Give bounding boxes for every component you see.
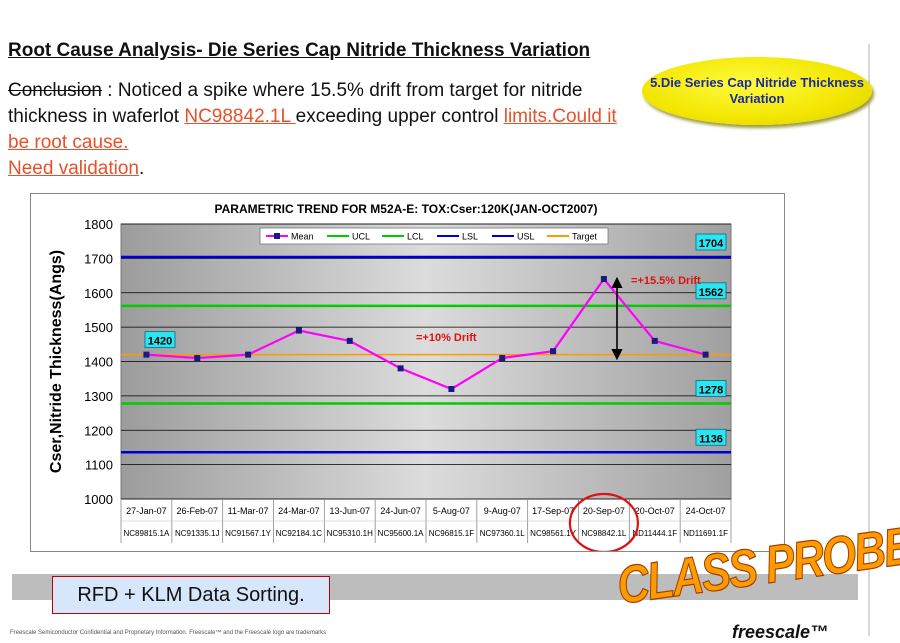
- y-tick-label: 1300: [84, 389, 113, 404]
- y-tick-label: 1600: [84, 286, 113, 301]
- x-lot-label: NC95600.1A: [378, 529, 424, 538]
- conclusion-text: Conclusion : Noticed a spike where 15.5%…: [8, 78, 628, 182]
- mean-point: [448, 386, 455, 392]
- mean-point: [245, 351, 252, 358]
- mean-point: [143, 351, 150, 358]
- x-category-label: 9-Aug-07: [484, 506, 521, 516]
- mean-point: [600, 276, 607, 282]
- value-label: 1704: [699, 238, 724, 250]
- mean-point: [194, 355, 201, 362]
- value-label: 1136: [699, 433, 723, 445]
- x-lot-label: NC89815.1A: [124, 529, 170, 538]
- value-label-box: [695, 233, 727, 251]
- trend-chart: PARAMETRIC TREND FOR M52A-E: TOX:Cser:12…: [48, 202, 732, 551]
- mean-point: [550, 348, 557, 355]
- y-tick-label: 1800: [84, 217, 113, 232]
- validation-link[interactable]: Need validation: [8, 158, 139, 179]
- value-label: 1278: [699, 384, 723, 396]
- value-label: 1562: [699, 287, 723, 299]
- callout-ellipse: 5.Die Series Cap Nitride Thickness Varia…: [642, 57, 872, 125]
- slide-title: Root Cause Analysis- Die Series Cap Nitr…: [8, 40, 591, 61]
- chart-title: PARAMETRIC TREND FOR M52A-E: TOX:Cser:12…: [215, 202, 598, 216]
- callout-text: 5.Die Series Cap Nitride Thickness Varia…: [650, 75, 864, 106]
- slide-right-border: [868, 44, 870, 636]
- y-axis-label: Cser,Nitride Thickness(Angs): [48, 250, 65, 473]
- confidential-notice: Freescale Semiconductor Confidential and…: [10, 630, 327, 636]
- x-lot-label: NC98561.1Y: [530, 529, 576, 538]
- value-label-box: [144, 331, 176, 349]
- x-category-label: 5-Aug-07: [433, 506, 470, 516]
- drift-annotation: =+15.5% Drift: [631, 275, 701, 287]
- value-label-box: [695, 380, 727, 397]
- x-lot-label: ND11691.1F: [683, 529, 728, 538]
- conclusion-label: Conclusion: [8, 80, 102, 101]
- y-tick-label: 1200: [84, 423, 113, 438]
- y-tick-label: 1400: [84, 355, 113, 370]
- legend-label: UCL: [352, 232, 370, 242]
- value-label-box: [695, 428, 727, 446]
- y-tick-label: 1000: [84, 492, 113, 507]
- legend-marker: [274, 233, 280, 239]
- value-label: 1420: [148, 336, 172, 348]
- x-lot-label: ND11444.1F: [632, 529, 677, 538]
- x-lot-label: NC92184.1C: [276, 529, 322, 538]
- legend-label: Target: [572, 232, 598, 242]
- legend-label: Mean: [291, 232, 314, 242]
- x-category-label: 20-Oct-07: [635, 506, 675, 516]
- mean-point: [702, 351, 709, 358]
- legend-box: [259, 227, 609, 245]
- x-category-label: 13-Jun-07: [329, 506, 370, 516]
- x-lot-label: NC91335.1J: [175, 529, 219, 538]
- rfd-klm-box: RFD + KLM Data Sorting.: [52, 576, 330, 614]
- legend-label: LSL: [462, 232, 478, 242]
- mean-point: [295, 327, 302, 334]
- y-tick-label: 1700: [84, 251, 113, 266]
- conclusion-body-1: : Noticed a spike where 15.5% drift from…: [8, 80, 583, 127]
- x-category-label: 20-Sep-07: [583, 506, 625, 516]
- x-category-label: 11-Mar-07: [228, 506, 269, 516]
- y-tick-label: 1100: [85, 458, 113, 473]
- x-lot-label: NC96815.1F: [429, 529, 474, 538]
- x-lot-label: NC98842.1L: [581, 529, 626, 538]
- mean-point: [651, 337, 658, 344]
- mean-point: [346, 337, 353, 344]
- lot-link[interactable]: NC98842.1L: [184, 106, 296, 127]
- legend-label: USL: [517, 232, 535, 242]
- drift-annotation: =+10% Drift: [416, 332, 477, 344]
- limits-link[interactable]: limits.Could it be root cause.: [8, 106, 617, 153]
- x-category-label: 24-Mar-07: [278, 506, 320, 516]
- y-tick-label: 1500: [84, 320, 113, 335]
- x-category-label: 24-Oct-07: [686, 506, 726, 516]
- conclusion-body-2: exceeding upper control: [295, 106, 504, 127]
- x-lot-label: NC91567.1Y: [225, 529, 271, 538]
- x-category-label: 27-Jan-07: [126, 506, 167, 516]
- mean-point: [499, 355, 506, 362]
- x-category-label: 26-Feb-07: [176, 506, 218, 516]
- x-lot-label: NC97360.1L: [480, 529, 525, 538]
- chart-panel: PARAMETRIC TREND FOR M52A-E: TOX:Cser:12…: [30, 193, 785, 552]
- conclusion-end: .: [138, 158, 145, 179]
- x-category-label: 17-Sep-07: [532, 506, 574, 516]
- freescale-logo: freescale™: [732, 622, 829, 642]
- x-category-label: 24-Jun-07: [380, 506, 421, 516]
- legend-label: LCL: [407, 232, 424, 242]
- mean-point: [397, 365, 404, 372]
- x-lot-label: NC95310.1H: [327, 529, 373, 538]
- highlight-circle: [568, 492, 640, 551]
- value-label-box: [695, 282, 727, 300]
